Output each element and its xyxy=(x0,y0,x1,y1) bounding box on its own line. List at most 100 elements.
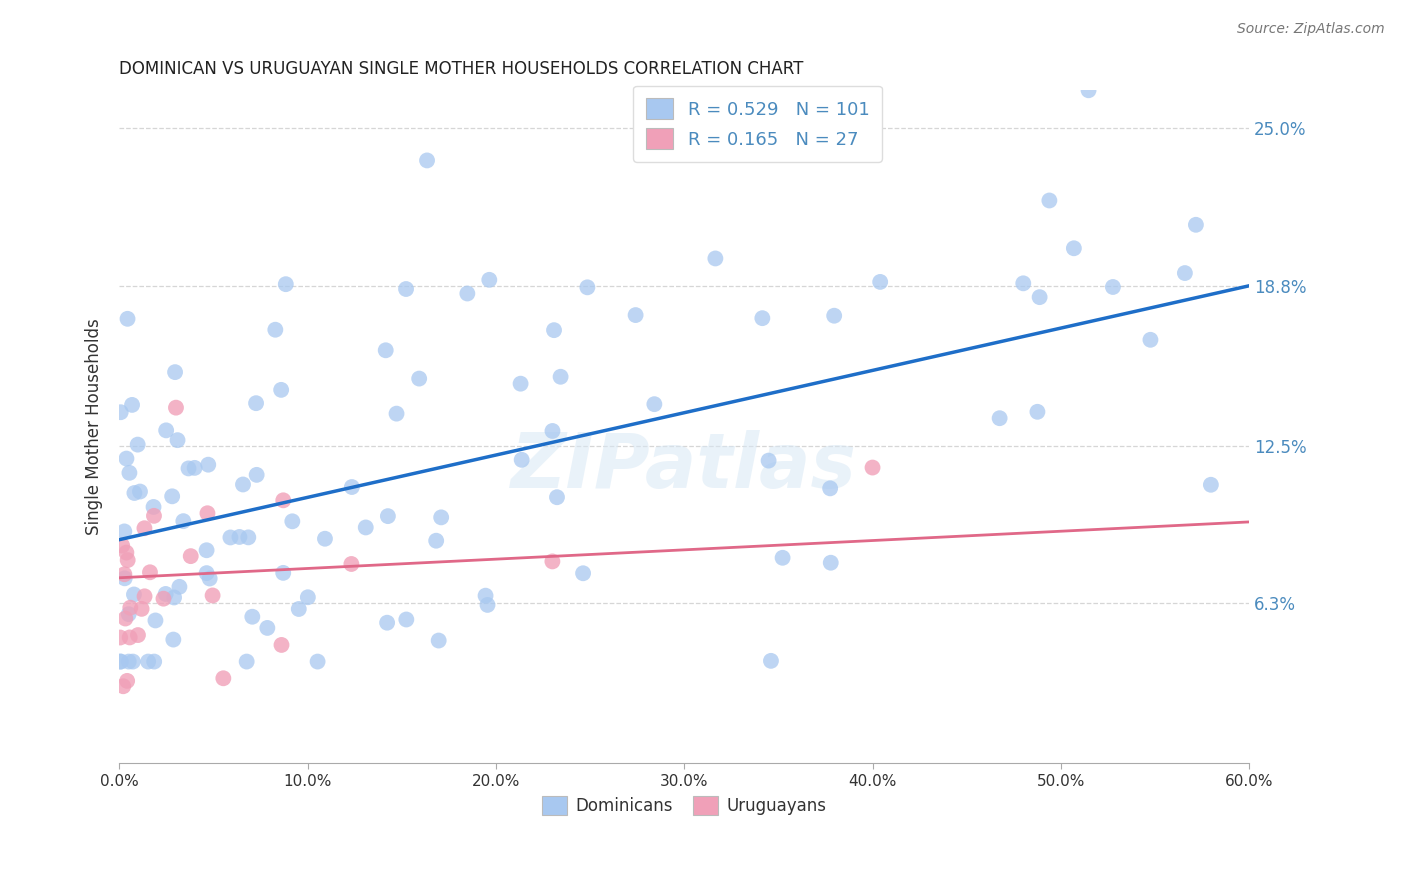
Point xyxy=(1012,277,1035,291)
Point xyxy=(219,531,242,545)
Point xyxy=(117,311,139,326)
Point xyxy=(820,556,842,570)
Point xyxy=(751,311,773,326)
Point xyxy=(375,615,398,630)
Point xyxy=(169,580,191,594)
Point xyxy=(115,545,138,559)
Point xyxy=(271,493,294,508)
Point xyxy=(160,489,183,503)
Point xyxy=(129,484,152,499)
Y-axis label: Single Mother Households: Single Mother Households xyxy=(86,318,103,535)
Point xyxy=(112,567,135,582)
Point xyxy=(477,598,499,612)
Point xyxy=(120,600,142,615)
Point xyxy=(162,632,184,647)
Point xyxy=(155,423,177,437)
Point xyxy=(377,509,399,524)
Point xyxy=(704,252,727,266)
Point xyxy=(274,277,297,292)
Point xyxy=(1028,290,1050,304)
Point xyxy=(823,309,845,323)
Point xyxy=(111,539,134,553)
Point xyxy=(758,453,780,467)
Point xyxy=(110,655,132,669)
Legend: Dominicans, Uruguayans: Dominicans, Uruguayans xyxy=(536,789,832,822)
Point xyxy=(1139,333,1161,347)
Point xyxy=(118,655,141,669)
Point xyxy=(1077,83,1099,97)
Point xyxy=(165,401,187,415)
Point xyxy=(110,405,132,419)
Point xyxy=(238,530,260,544)
Point xyxy=(354,520,377,534)
Point xyxy=(287,602,309,616)
Point xyxy=(430,510,453,524)
Point xyxy=(122,587,145,601)
Text: DOMINICAN VS URUGUAYAN SINGLE MOTHER HOUSEHOLDS CORRELATION CHART: DOMINICAN VS URUGUAYAN SINGLE MOTHER HOU… xyxy=(120,60,804,78)
Point xyxy=(115,451,138,466)
Point xyxy=(118,466,141,480)
Point xyxy=(142,500,165,514)
Point xyxy=(134,521,156,535)
Point xyxy=(541,424,564,438)
Point xyxy=(478,273,501,287)
Text: ZIPatlas: ZIPatlas xyxy=(512,430,858,504)
Point xyxy=(246,467,269,482)
Point xyxy=(1174,266,1197,280)
Point xyxy=(131,602,153,616)
Point xyxy=(264,323,287,337)
Point xyxy=(152,591,174,606)
Point xyxy=(281,514,304,528)
Point xyxy=(232,477,254,491)
Point xyxy=(110,655,132,669)
Point xyxy=(550,369,572,384)
Point xyxy=(166,433,188,447)
Point xyxy=(759,654,782,668)
Point xyxy=(510,452,533,467)
Point xyxy=(197,458,219,472)
Point xyxy=(772,550,794,565)
Point xyxy=(122,655,145,669)
Point xyxy=(127,437,149,451)
Point xyxy=(385,407,408,421)
Point xyxy=(177,461,200,475)
Point xyxy=(307,655,329,669)
Point xyxy=(340,480,363,494)
Point xyxy=(869,275,891,289)
Point xyxy=(474,589,496,603)
Point xyxy=(270,383,292,397)
Point xyxy=(509,376,531,391)
Point xyxy=(114,611,136,625)
Point xyxy=(134,590,156,604)
Point xyxy=(1102,280,1125,294)
Point xyxy=(112,524,135,539)
Point xyxy=(1199,477,1222,491)
Point xyxy=(270,638,292,652)
Point xyxy=(543,323,565,337)
Point xyxy=(1038,194,1060,208)
Point xyxy=(108,631,131,645)
Point xyxy=(117,553,139,567)
Point xyxy=(212,671,235,685)
Point xyxy=(198,572,221,586)
Point xyxy=(314,532,336,546)
Point xyxy=(1063,241,1085,255)
Point xyxy=(155,587,177,601)
Point xyxy=(340,557,363,571)
Point xyxy=(139,566,162,580)
Text: Source: ZipAtlas.com: Source: ZipAtlas.com xyxy=(1237,22,1385,37)
Point xyxy=(395,282,418,296)
Point xyxy=(256,621,278,635)
Point xyxy=(862,460,884,475)
Point xyxy=(416,153,439,168)
Point xyxy=(195,543,218,558)
Point xyxy=(395,613,418,627)
Point xyxy=(456,286,478,301)
Point xyxy=(118,607,141,622)
Point xyxy=(541,554,564,568)
Point xyxy=(118,631,141,645)
Point xyxy=(643,397,665,411)
Point xyxy=(818,481,841,495)
Point xyxy=(127,628,149,642)
Point xyxy=(195,566,218,581)
